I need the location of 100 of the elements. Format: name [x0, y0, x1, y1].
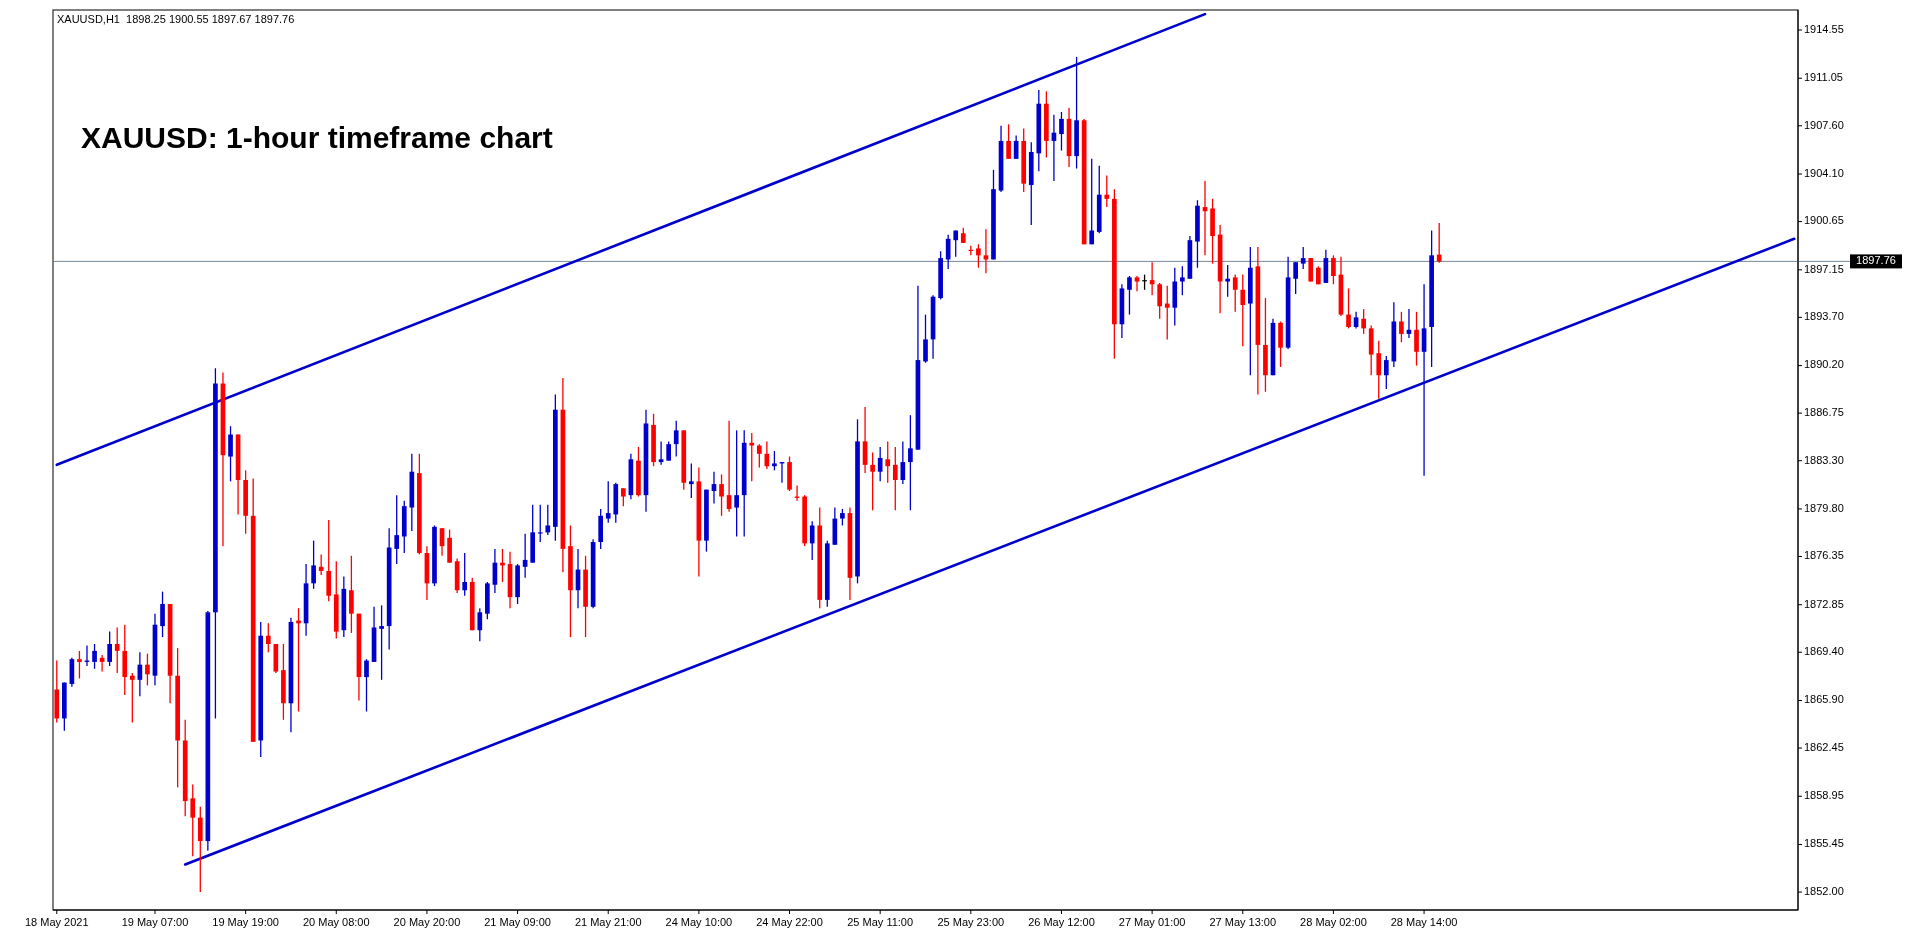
x-tick-label: 25 May 11:00 — [847, 916, 914, 928]
candlestick — [92, 643, 97, 670]
candlestick — [1225, 264, 1230, 298]
candlestick — [658, 440, 664, 466]
candlestick — [976, 243, 981, 269]
y-tick-label: 1858.95 — [1804, 789, 1844, 802]
candlestick — [719, 473, 724, 517]
y-tick-label: 1865.90 — [1804, 693, 1844, 706]
candlestick — [114, 626, 120, 674]
candlestick — [1414, 311, 1419, 367]
x-tick-label: 24 May 10:00 — [665, 916, 733, 928]
candlestick — [364, 658, 369, 713]
candlestick — [809, 520, 815, 561]
y-tick-label: 1883.30 — [1804, 453, 1844, 466]
candlestick — [1361, 308, 1366, 335]
candlestick — [462, 552, 468, 597]
candlestick — [1059, 111, 1064, 152]
text: XAUUSD: 1-hour timeframe chart — [81, 121, 553, 154]
y-tick-label: 1872.85 — [1804, 597, 1844, 610]
candlestick — [1127, 275, 1132, 316]
candlestick — [1308, 257, 1314, 283]
y-tick-label: 1914.55 — [1804, 22, 1844, 35]
y-tick-label: 1890.20 — [1804, 358, 1844, 371]
y-tick-label: 1886.75 — [1804, 406, 1844, 419]
y-tick-label: 1876.35 — [1804, 549, 1844, 562]
ref-line-label: 1897.76 — [1856, 254, 1896, 267]
y-tick-label: 1869.40 — [1804, 645, 1844, 658]
x-tick-label: 27 May 13:00 — [1209, 916, 1277, 928]
y-tick-label: 1907.60 — [1804, 118, 1844, 131]
candlestick — [265, 622, 271, 653]
x-tick-label: 24 May 22:00 — [756, 916, 823, 928]
y-tick-label: 1879.80 — [1804, 501, 1844, 514]
candlestick — [129, 672, 135, 724]
x-tick-label: 28 May 02:00 — [1300, 916, 1367, 928]
candlestick — [1104, 174, 1110, 208]
candlestick — [885, 440, 891, 484]
candlestick — [1180, 265, 1185, 296]
candlestick — [1232, 273, 1238, 313]
x-tick-label: 21 May 21:00 — [574, 916, 642, 928]
candlestick — [537, 504, 543, 543]
candlestick — [228, 425, 233, 483]
x-tick-label: 18 May 2021 — [24, 916, 89, 928]
candlestick — [1006, 123, 1011, 160]
candlestick — [1134, 275, 1140, 292]
x-tick-label: 26 May 12:00 — [1028, 916, 1095, 928]
candlestick — [870, 451, 875, 511]
candlestick — [545, 504, 551, 536]
y-tick-label: 1852.00 — [1804, 884, 1844, 897]
y-tick-label: 1855.45 — [1804, 837, 1844, 850]
x-tick-label: 19 May 07:00 — [121, 916, 189, 928]
candlestick — [311, 539, 316, 590]
y-tick-label: 1893.70 — [1804, 310, 1844, 323]
x-tick-label: 19 May 19:00 — [212, 916, 279, 928]
candlestick — [772, 450, 777, 471]
x-tick-label: 20 May 20:00 — [393, 916, 461, 928]
candlestick — [666, 440, 671, 462]
candlestick — [877, 446, 883, 483]
candlestick — [923, 313, 928, 364]
candlestick — [1331, 254, 1336, 285]
candlestick — [1164, 285, 1170, 341]
candlestick — [1436, 222, 1442, 264]
y-tick-label: 1897.15 — [1804, 262, 1844, 275]
candlestick — [190, 783, 196, 857]
candlestick — [477, 607, 483, 642]
candlestick — [605, 480, 611, 524]
candlestick — [1240, 273, 1246, 347]
x-tick-label: 25 May 23:00 — [937, 916, 1005, 928]
y-tick-label: 1900.65 — [1804, 214, 1844, 227]
y-tick-label: 1911.05 — [1804, 71, 1843, 84]
candlestick — [379, 604, 384, 681]
candlestick — [1383, 355, 1389, 390]
candlestick — [1376, 340, 1382, 400]
y-tick-label: 1904.10 — [1804, 166, 1844, 179]
candlestick — [77, 650, 82, 680]
candlestick — [673, 420, 679, 458]
candlestick — [1089, 158, 1095, 245]
candlestick — [945, 234, 951, 270]
candlestick — [145, 652, 150, 686]
candlestick — [197, 805, 203, 893]
candlestick — [688, 462, 694, 499]
candlestick — [749, 432, 755, 483]
x-tick-label: 21 May 09:00 — [484, 916, 551, 928]
annotation: XAUUSD,H1 1898.25 1900.55 1897.67 1897.76 — [57, 13, 295, 25]
candlestick — [349, 555, 354, 634]
y-tick-label: 1862.45 — [1804, 740, 1844, 753]
candlestick — [908, 414, 913, 511]
candlestick — [900, 440, 906, 485]
candlestick — [892, 446, 898, 511]
candlestick — [1300, 246, 1306, 270]
candlestick — [318, 553, 324, 576]
candlestick — [107, 630, 112, 667]
candlestick — [756, 443, 762, 469]
candlestick — [1399, 311, 1404, 343]
x-tick-label: 28 May 14:00 — [1390, 916, 1458, 928]
x-tick-label: 27 May 01:00 — [1118, 916, 1186, 928]
candlestick — [394, 494, 400, 565]
candlestick — [1157, 282, 1163, 320]
candlestick — [160, 590, 165, 638]
x-tick-label: 20 May 08:00 — [302, 916, 370, 928]
candlestick — [1293, 261, 1298, 295]
